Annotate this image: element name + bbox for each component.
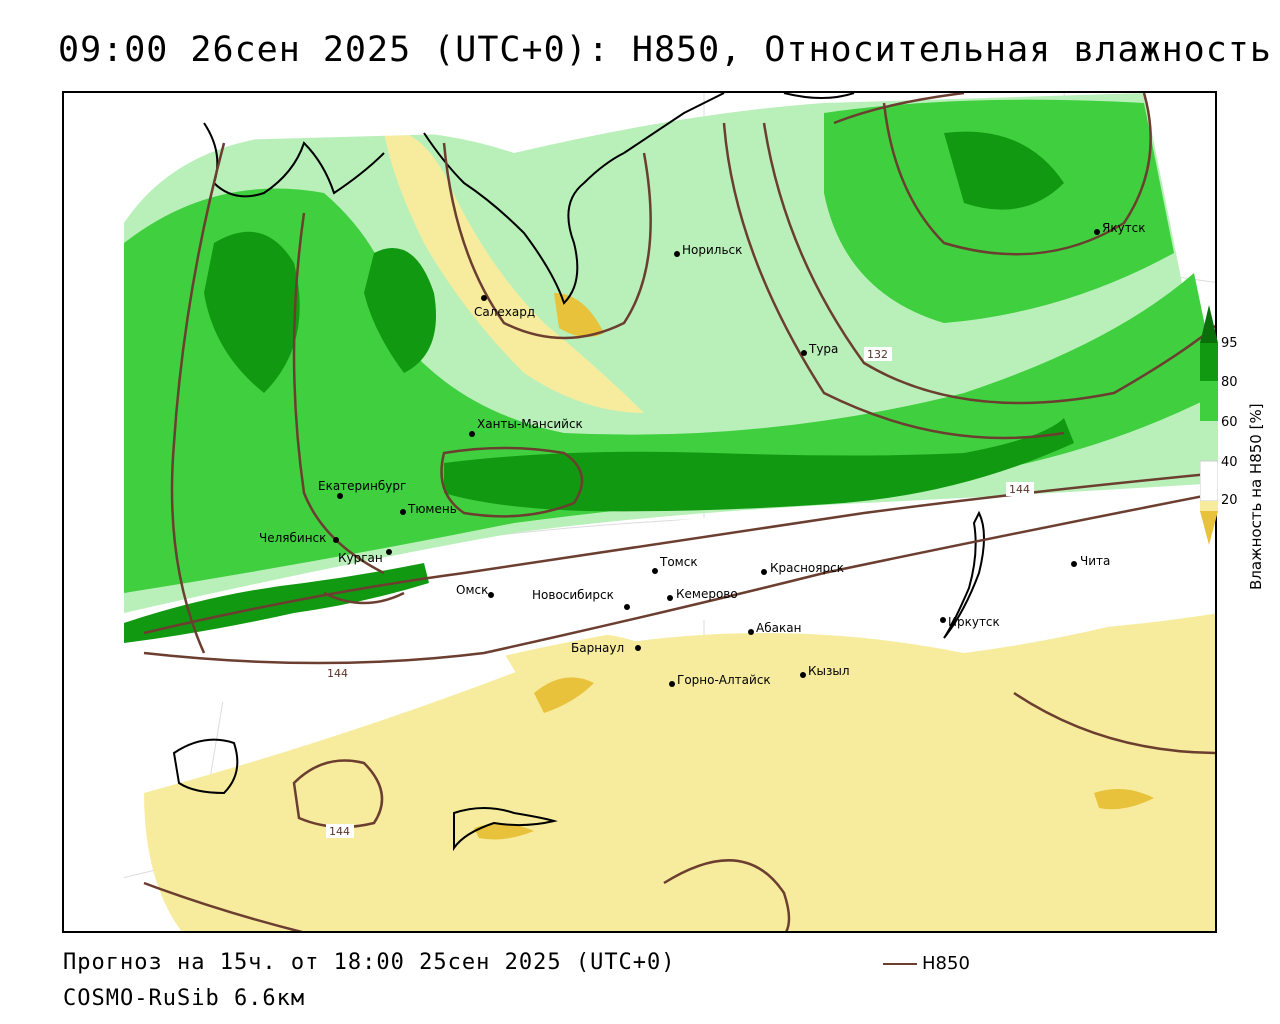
city-dot (1094, 229, 1100, 235)
city-label: Абакан (756, 621, 801, 635)
wet-zone (124, 188, 1215, 593)
contour-legend-line (883, 963, 917, 965)
city-dot (801, 350, 807, 356)
very-wet-patch (364, 248, 436, 373)
contour-label: 144 (327, 667, 348, 680)
colorbar-tick: 60 (1221, 415, 1238, 430)
colorbar-segment (1200, 511, 1218, 545)
outside-domain-left-low (64, 653, 124, 931)
aral-sea (172, 738, 239, 795)
city-label: Тюмень (407, 502, 457, 516)
city-markers: Якутск Норильск Салехард Тура Ханты-Манс… (259, 221, 1146, 687)
colorbar-tick: 20 (1221, 493, 1238, 508)
city-dot (333, 537, 339, 543)
city-label: Чита (1080, 554, 1110, 568)
city-dot (800, 672, 806, 678)
city-dot (635, 645, 641, 651)
city-dot (488, 592, 494, 598)
city-dot (400, 509, 406, 515)
very-wet-patch (204, 231, 300, 393)
city-label: Кызыл (808, 664, 850, 678)
map-canvas: 132 144 144 144 Якутск Норильск Салехард… (64, 93, 1215, 931)
map-frame[interactable]: 132 144 144 144 Якутск Норильск Салехард… (62, 91, 1217, 933)
city-label: Якутск (1102, 221, 1146, 235)
city-label: Норильск (682, 243, 742, 257)
contour-label: 144 (1009, 483, 1030, 496)
city-label: Барнаул (571, 641, 624, 655)
colorbar-segment (1200, 421, 1218, 461)
city-dot (469, 431, 475, 437)
very-dry-patch (474, 823, 534, 840)
very-wet-band (444, 418, 1074, 512)
city-dot (624, 604, 630, 610)
city-label: Горно-Алтайск (677, 673, 771, 687)
city-label: Салехард (474, 305, 535, 319)
contour-labels: 132 144 144 144 (324, 347, 1034, 838)
colorbar-tick: 95 (1221, 336, 1238, 351)
colorbar-segment (1200, 343, 1218, 381)
city-label: Ханты-Мансийск (477, 417, 583, 431)
colorbar-segment (1200, 460, 1218, 502)
lake-balkhash (453, 807, 558, 852)
very-dry-patch (534, 677, 594, 713)
city-label: Челябинск (259, 531, 326, 545)
colorbar-tick: 80 (1221, 375, 1238, 390)
colorbar-title: Влажность на H850 [%] (1247, 403, 1265, 590)
very-dry-tongue (554, 293, 604, 337)
colorbar-segment (1200, 501, 1218, 511)
very-wet-patch (944, 131, 1064, 210)
humidity-field (64, 93, 1215, 931)
city-dot (748, 629, 754, 635)
contour-label: 132 (867, 348, 888, 361)
very-dry-patch (1094, 789, 1154, 810)
city-dot (1071, 561, 1077, 567)
city-dot (481, 295, 487, 301)
contour-label: 144 (329, 825, 350, 838)
model-name: COSMO-RuSib 6.6км (63, 986, 306, 1011)
lake-baikal (943, 510, 985, 639)
city-dot (940, 617, 946, 623)
neutral-band (124, 473, 1215, 707)
city-label: Курган (338, 551, 383, 565)
city-label: Иркутск (948, 615, 1000, 629)
city-dot (669, 681, 675, 687)
dry-tongue-salekhard (384, 131, 644, 414)
outside-domain-left (64, 93, 124, 653)
city-dot (652, 568, 658, 574)
city-label: Омск (456, 583, 488, 597)
city-dot (667, 595, 673, 601)
forecast-info: Прогноз на 15ч. от 18:00 25сен 2025 (UTC… (63, 950, 676, 975)
humidity-colorbar (1200, 305, 1218, 545)
wet-zone (824, 99, 1174, 324)
city-label: Тура (808, 342, 838, 356)
colorbar-segment (1200, 305, 1218, 343)
city-dot (337, 493, 343, 499)
outside-domain-top (124, 93, 704, 143)
dry-zone-south (144, 594, 1215, 931)
city-dot (674, 251, 680, 257)
colorbar-tick: 40 (1221, 455, 1238, 470)
outside-domain-right (1164, 93, 1215, 281)
city-label: Екатеринбург (318, 479, 406, 493)
city-dot (761, 569, 767, 575)
city-label: Новосибирск (532, 588, 614, 602)
contour-legend-label: H850 (922, 953, 970, 974)
city-label: Красноярск (770, 561, 844, 575)
city-dot (386, 549, 392, 555)
city-label: Кемерово (676, 587, 738, 601)
city-label: Томск (659, 555, 698, 569)
page-title: 09:00 26сен 2025 (UTC+0): H850, Относите… (58, 30, 1272, 70)
colorbar-segment (1200, 381, 1218, 421)
